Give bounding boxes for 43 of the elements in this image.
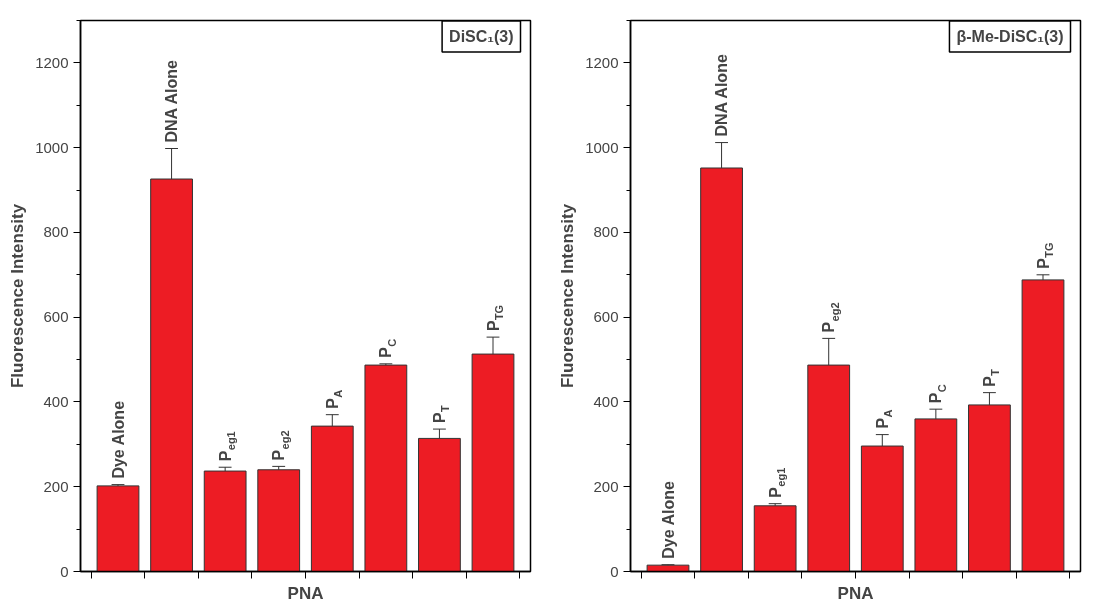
y-tick-label: 1000 <box>35 138 69 156</box>
bar <box>364 364 408 572</box>
y-axis-title: Fluorescence Intensity <box>8 203 28 389</box>
bar <box>646 564 690 572</box>
y-tick-label: 400 <box>593 392 619 410</box>
x-tick-label: Peg2 <box>270 430 291 461</box>
y-tick-label: 1200 <box>585 53 619 71</box>
y-tick-label: 1000 <box>585 138 619 156</box>
x-tick-label: DNA Alone <box>163 60 181 143</box>
y-tick-label: 400 <box>43 392 69 410</box>
x-tick-label: Peg2 <box>820 302 841 333</box>
x-tick-label: Peg1 <box>766 467 788 498</box>
annotation: β-Me-DiSC₁(3) <box>956 28 1064 45</box>
y-tick-label: 200 <box>593 477 619 495</box>
bar <box>1021 279 1065 572</box>
bar <box>753 505 797 572</box>
y-tick-label: 200 <box>43 477 69 495</box>
x-tick-label: PT <box>980 368 1002 387</box>
x-tick-label: Dye Alone <box>109 400 127 479</box>
y-tick-label: 0 <box>610 562 619 580</box>
x-tick-label: PC <box>927 384 948 404</box>
x-axis-title: PNA <box>287 583 324 603</box>
y-tick-label: 600 <box>43 308 69 326</box>
x-tick-label: PC <box>377 338 398 358</box>
x-tick-label: PTG <box>1034 242 1055 269</box>
y-tick-label: 800 <box>593 223 619 241</box>
y-tick-label: 1200 <box>35 53 69 71</box>
bar <box>257 469 301 572</box>
bar <box>203 470 247 572</box>
y-tick-label: 800 <box>43 223 69 241</box>
x-tick-label: PA <box>873 409 895 429</box>
y-tick-label: 600 <box>593 308 619 326</box>
annotation: DiSC₁(3) <box>449 28 514 45</box>
bar <box>96 485 140 572</box>
x-tick-label: Dye Alone <box>659 480 677 559</box>
x-axis-title: PNA <box>837 583 874 603</box>
x-tick-label: PT <box>430 405 452 424</box>
x-tick-label: DNA Alone <box>713 54 731 137</box>
y-tick-label: 0 <box>60 562 69 580</box>
x-tick-label: Peg1 <box>216 431 238 462</box>
x-tick-label: PTG <box>484 304 505 332</box>
y-axis-title: Fluorescence Intensity <box>558 203 578 389</box>
x-tick-label: PA <box>323 389 345 409</box>
